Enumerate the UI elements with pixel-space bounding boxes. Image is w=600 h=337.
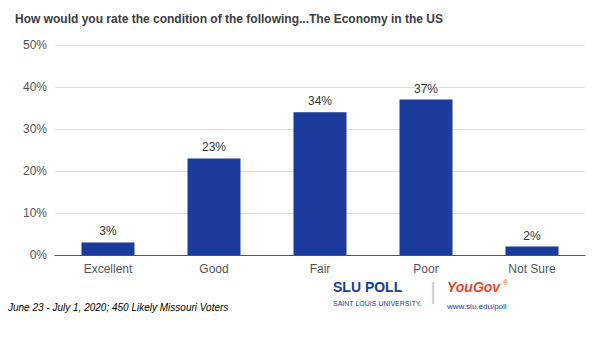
svg-text:YouGov: YouGov [447,279,501,295]
svg-text:37%: 37% [414,82,438,96]
svg-text:40%: 40% [23,80,47,94]
svg-text:SAINT LOUIS UNIVERSITY.: SAINT LOUIS UNIVERSITY. [333,300,421,307]
svg-text:www.slu.edu/poll: www.slu.edu/poll [446,302,507,311]
svg-text:Fair: Fair [310,262,331,276]
svg-text:SLU POLL: SLU POLL [333,279,403,295]
svg-text:Good: Good [199,262,228,276]
svg-text:|: | [430,277,436,304]
svg-text:20%: 20% [23,164,47,178]
svg-text:®: ® [503,279,509,286]
svg-text:0%: 0% [30,248,48,262]
svg-text:How would you rate the conditi: How would you rate the condition of the … [15,12,443,26]
svg-text:34%: 34% [308,94,332,108]
svg-text:Excellent: Excellent [84,262,133,276]
svg-text:10%: 10% [23,206,47,220]
svg-text:30%: 30% [23,122,47,136]
svg-text:Not Sure: Not Sure [508,262,556,276]
svg-text:June 23 - July 1, 2020; 450 Li: June 23 - July 1, 2020; 450 Likely Misso… [7,302,228,313]
svg-text:23%: 23% [202,140,226,154]
svg-text:3%: 3% [99,224,117,238]
svg-text:2%: 2% [523,229,541,243]
svg-text:Poor: Poor [413,262,438,276]
svg-text:50%: 50% [23,38,47,52]
